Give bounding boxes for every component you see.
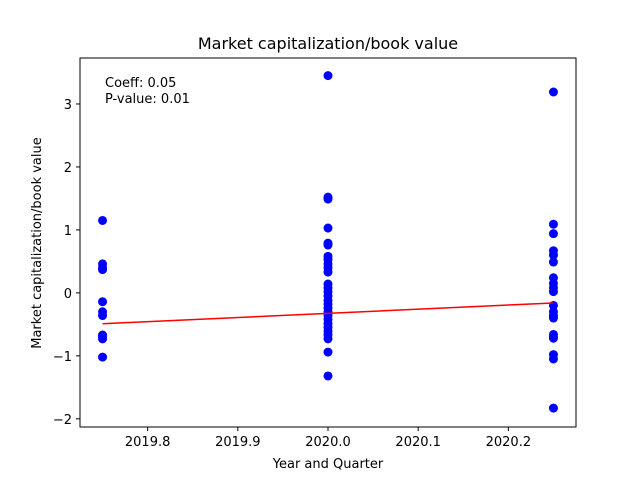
x-axis-label: Year and Quarter — [272, 457, 384, 472]
data-point — [98, 352, 108, 362]
data-point — [323, 240, 333, 250]
data-point — [323, 334, 333, 344]
chart-title: Market capitalization/book value — [198, 34, 458, 53]
y-tick-label: 3 — [64, 98, 72, 113]
data-point — [548, 313, 558, 323]
x-tick-label: 2020.2 — [486, 435, 532, 450]
data-point — [323, 267, 333, 277]
data-point — [548, 287, 558, 297]
y-axis-label: Market capitalization/book value — [30, 137, 45, 349]
regression-line — [102, 302, 554, 325]
data-point — [323, 223, 333, 233]
plot-area — [98, 71, 558, 413]
data-point — [98, 215, 108, 225]
data-point — [98, 265, 108, 275]
x-tick-label: 2019.8 — [125, 435, 171, 450]
data-point — [323, 71, 333, 81]
x-tick-label: 2019.9 — [215, 435, 261, 450]
data-point — [548, 87, 558, 97]
data-point — [323, 371, 333, 381]
data-point — [323, 347, 333, 357]
data-point — [548, 257, 558, 267]
x-tick-label: 2020.1 — [395, 435, 441, 450]
data-point — [98, 311, 108, 321]
y-tick-label: 2 — [64, 161, 72, 176]
axes: 2019.8 2019.9 2020.0 2020.1 2020.2 −2 −1 0 1 2 3 — [53, 57, 577, 450]
data-point — [548, 403, 558, 413]
data-point — [548, 354, 558, 364]
data-point — [548, 333, 558, 343]
data-point — [548, 229, 558, 239]
y-tick-label: −2 — [53, 413, 72, 428]
data-point — [548, 250, 558, 260]
data-point — [323, 194, 333, 204]
y-tick-label: −1 — [53, 350, 72, 365]
fit-line-layer — [102, 302, 554, 325]
data-point — [98, 297, 108, 307]
x-tick-label: 2020.0 — [305, 435, 351, 450]
annotation-pvalue: P-value: 0.01 — [105, 92, 190, 107]
annotation-coeff: Coeff: 0.05 — [105, 76, 176, 91]
data-point — [98, 334, 108, 344]
y-tick-label: 0 — [64, 287, 72, 302]
y-tick-label: 1 — [64, 224, 72, 239]
data-point — [548, 219, 558, 229]
